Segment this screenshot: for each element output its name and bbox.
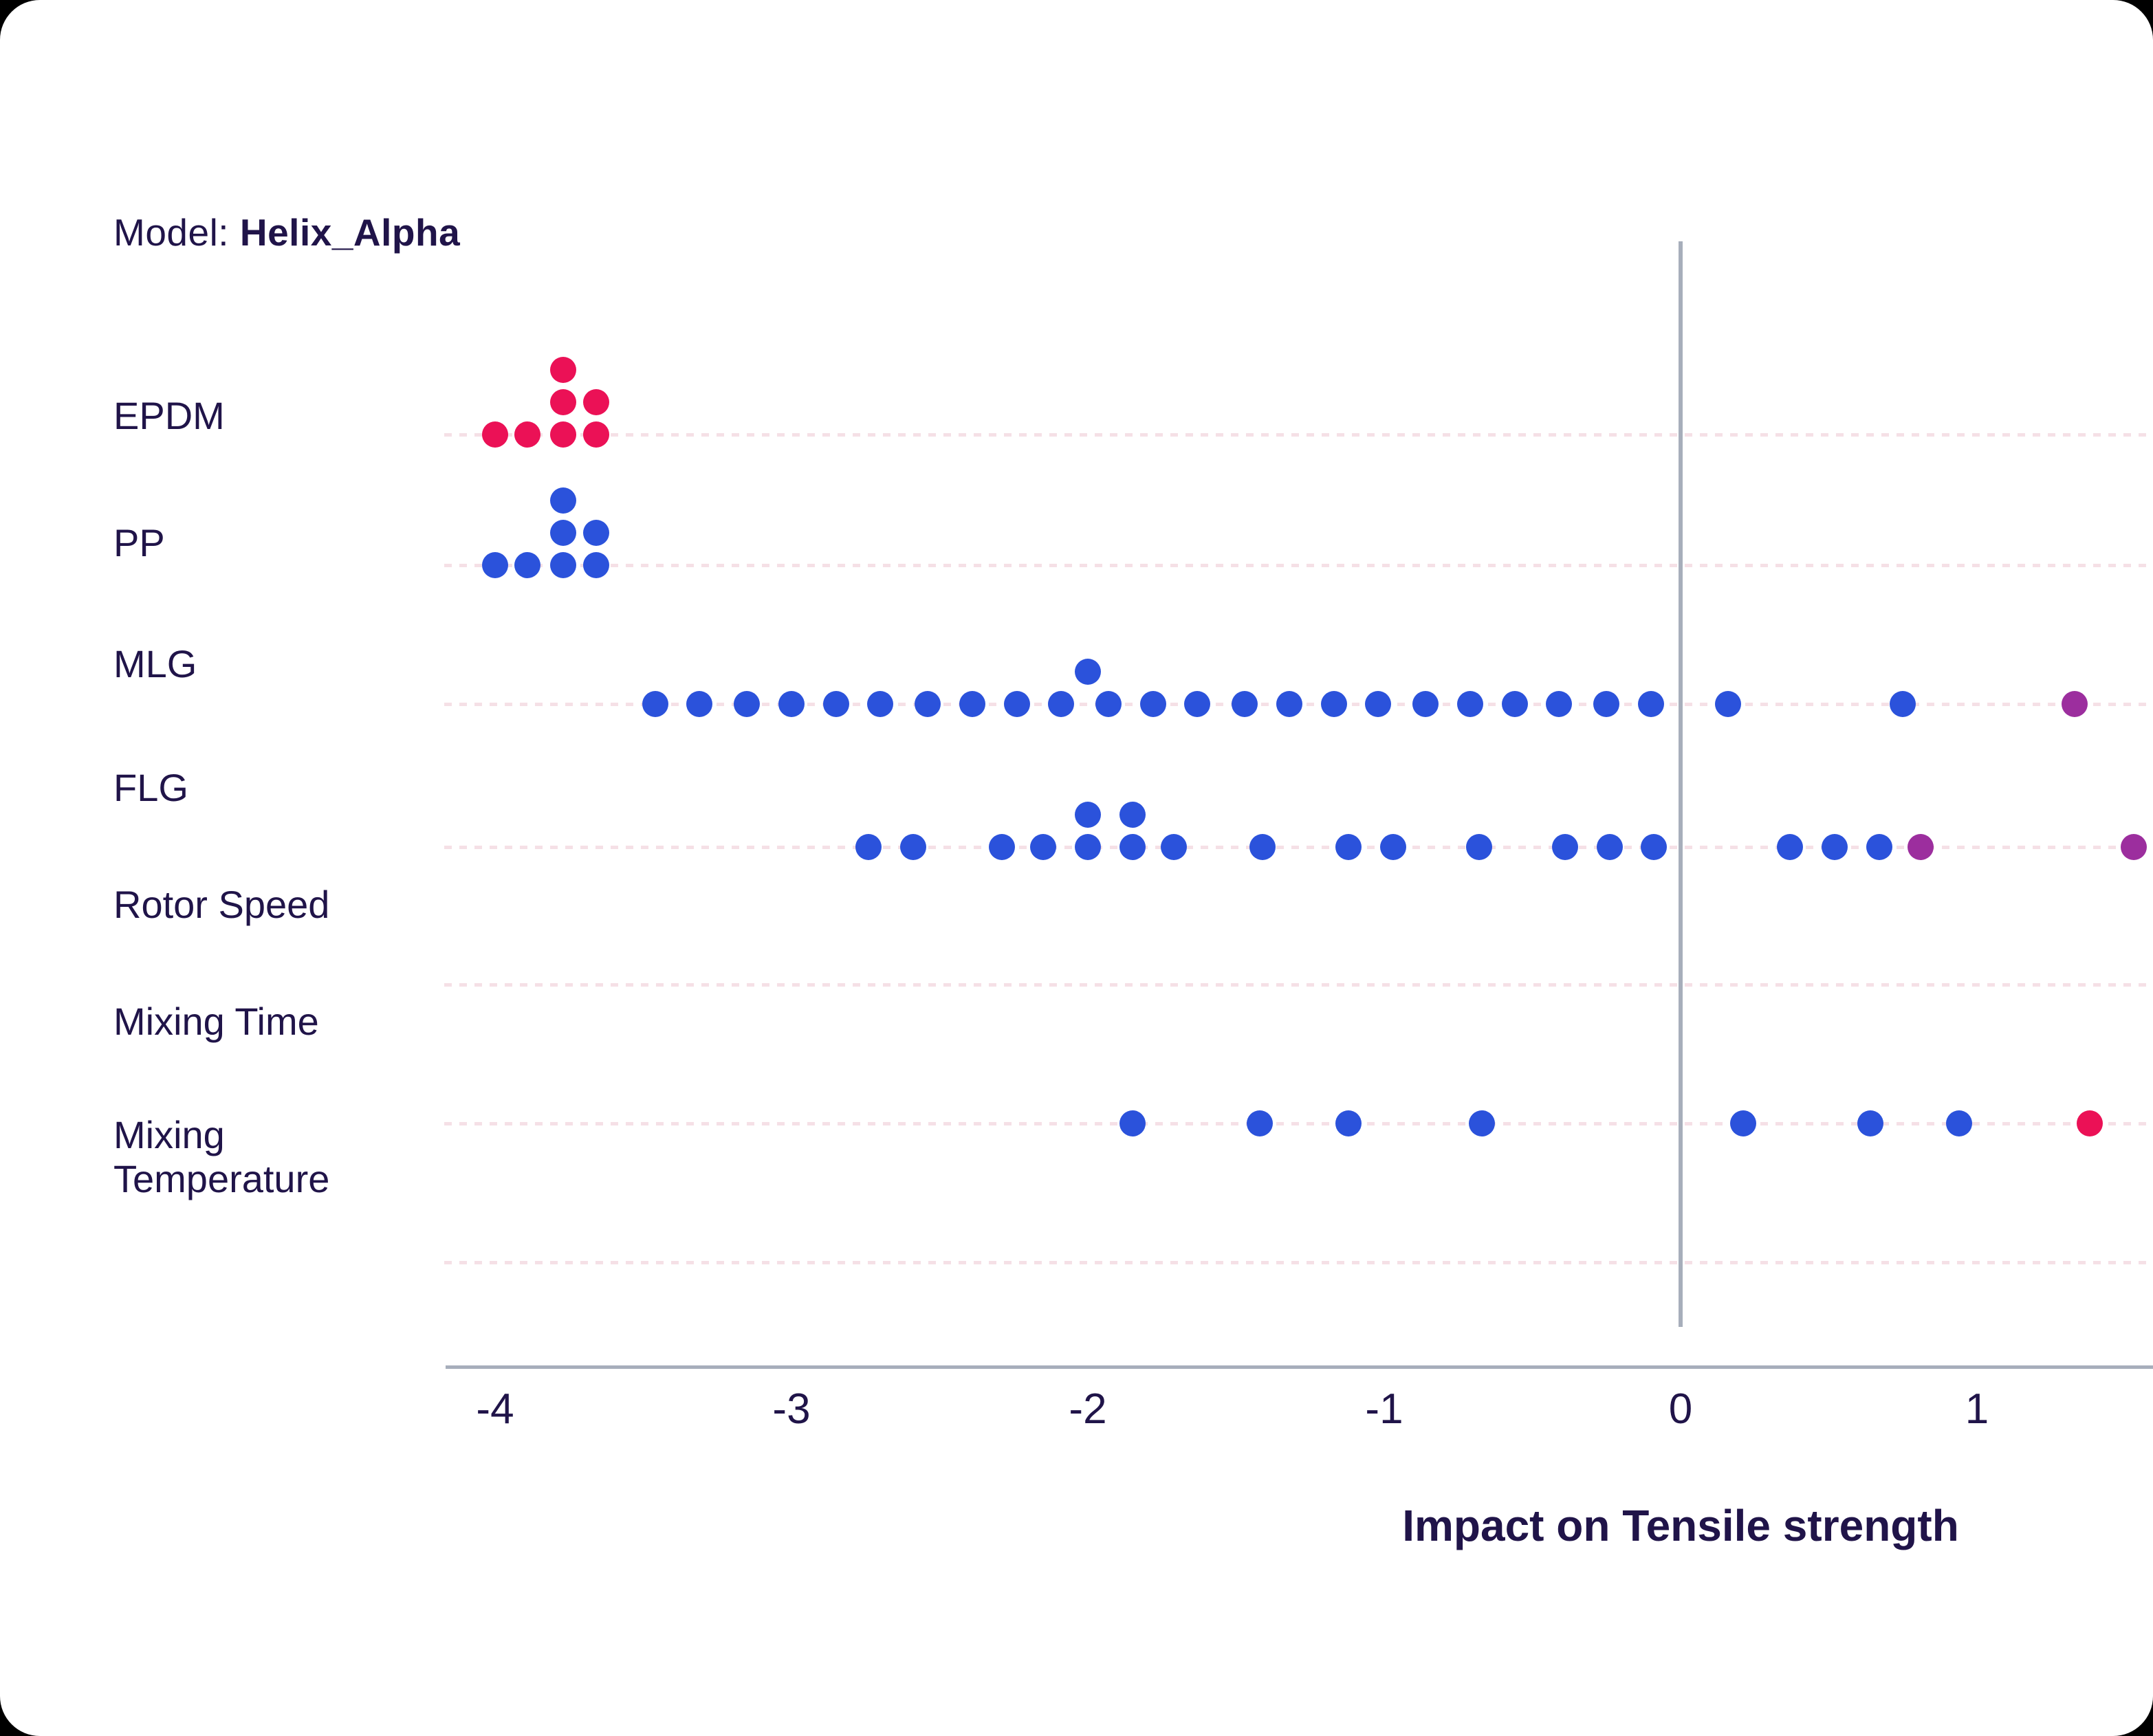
x-tick-label: 1	[1965, 1385, 1989, 1433]
data-dot	[1822, 834, 1848, 860]
data-dot	[1469, 1110, 1496, 1136]
data-dot	[915, 691, 941, 717]
data-dot	[1465, 834, 1492, 860]
data-dot	[1365, 691, 1392, 717]
data-dot	[1048, 691, 1075, 717]
data-dot	[1119, 834, 1146, 860]
data-dot	[1335, 1110, 1362, 1136]
model-name: Helix_Alpha	[239, 211, 461, 254]
data-dot	[1119, 1110, 1146, 1136]
data-dot	[550, 389, 577, 415]
data-dot	[959, 691, 985, 717]
data-dot	[550, 552, 577, 578]
data-dot	[1593, 691, 1620, 717]
category-label: MLG	[113, 642, 197, 685]
x-tick-label: -2	[1069, 1385, 1107, 1433]
data-dot	[482, 421, 508, 448]
data-dot	[1908, 834, 1934, 860]
x-tick-label: -1	[1365, 1385, 1403, 1433]
data-dot	[1246, 1110, 1273, 1136]
row-baseline	[444, 846, 2153, 849]
data-dot	[582, 421, 609, 448]
data-dot	[1637, 691, 1664, 717]
data-dot	[2076, 1110, 2103, 1136]
data-dot	[582, 520, 609, 546]
data-dot	[867, 691, 894, 717]
row-baseline	[444, 983, 2153, 987]
data-dot	[1184, 691, 1211, 717]
data-dot	[1596, 834, 1623, 860]
category-label: PP	[113, 521, 165, 564]
data-dot	[822, 691, 849, 717]
data-dot	[1320, 691, 1347, 717]
data-dot	[1890, 691, 1916, 717]
data-dot	[550, 520, 577, 546]
chart-title-prefix: Model:	[113, 211, 240, 254]
data-dot	[1546, 691, 1573, 717]
data-dot	[2121, 834, 2147, 860]
data-dot	[514, 552, 541, 578]
x-axis-line	[446, 1365, 2153, 1369]
data-dot	[1857, 1110, 1883, 1136]
data-dot	[482, 552, 508, 578]
row-baseline	[444, 564, 2153, 567]
data-dot	[1095, 691, 1122, 717]
data-dot	[514, 421, 541, 448]
data-dot	[1456, 691, 1483, 717]
data-dot	[1551, 834, 1578, 860]
x-tick-label: -4	[476, 1385, 514, 1433]
data-dot	[1249, 834, 1276, 860]
data-dot	[1501, 691, 1528, 717]
data-dot	[734, 691, 761, 717]
data-dot	[550, 357, 577, 383]
category-label: Mixing Time	[113, 1000, 319, 1043]
data-dot	[1276, 691, 1303, 717]
data-dot	[1075, 834, 1101, 860]
data-dot	[1003, 691, 1030, 717]
data-dot	[1139, 691, 1166, 717]
row-baseline	[444, 1122, 2153, 1125]
data-dot	[1030, 834, 1057, 860]
data-dot	[1714, 691, 1741, 717]
data-dot	[582, 552, 609, 578]
x-tick-label: -3	[772, 1385, 811, 1433]
data-dot	[1379, 834, 1406, 860]
row-baseline	[444, 1261, 2153, 1264]
data-dot	[582, 389, 609, 415]
data-dot	[1729, 1110, 1756, 1136]
data-dot	[686, 691, 713, 717]
data-dot	[1119, 802, 1146, 828]
data-dot	[989, 834, 1015, 860]
data-dot	[778, 691, 805, 717]
category-label: Mixing Temperature	[113, 1113, 330, 1200]
data-dot	[550, 421, 577, 448]
data-dot	[899, 834, 926, 860]
x-tick-label: 0	[1668, 1385, 1693, 1433]
data-dot	[642, 691, 668, 717]
data-dot	[1075, 659, 1101, 685]
category-label: FLG	[113, 766, 188, 809]
data-dot	[1335, 834, 1362, 860]
data-dot	[1232, 691, 1258, 717]
data-dot	[855, 834, 882, 860]
row-baseline	[444, 433, 2153, 437]
category-label: EPDM	[113, 394, 225, 437]
data-dot	[1641, 834, 1668, 860]
data-dot	[1075, 802, 1101, 828]
x-axis-title: Impact on Tensile strength	[1402, 1501, 1959, 1550]
data-dot	[550, 487, 577, 514]
data-dot	[1777, 834, 1804, 860]
data-dot	[1160, 834, 1187, 860]
category-label: Rotor Speed	[113, 883, 330, 926]
data-dot	[1412, 691, 1439, 717]
chart-title: Model: Helix_Alpha	[113, 210, 460, 254]
data-dot	[2062, 691, 2088, 717]
data-dot	[1946, 1110, 1973, 1136]
zero-reference-line	[1679, 241, 1683, 1327]
data-dot	[1866, 834, 1892, 860]
